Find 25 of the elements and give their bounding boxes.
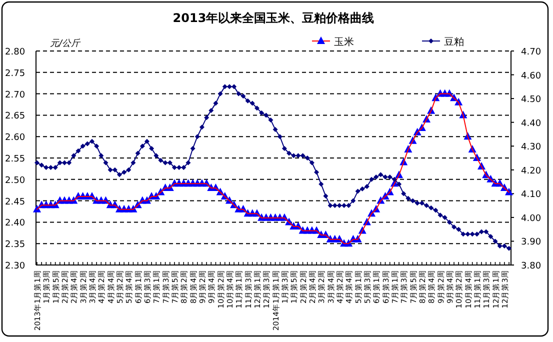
y-tick-label: 2.35 bbox=[5, 240, 26, 250]
y2-tick-label: 4.20 bbox=[521, 166, 542, 176]
legend-label: 玉米 bbox=[334, 36, 354, 48]
y-tick-label: 2.70 bbox=[5, 90, 26, 100]
y-tick-label: 2.30 bbox=[5, 262, 26, 272]
y2-tick-label: 4.10 bbox=[521, 190, 542, 200]
y-axis-title: 元/公斤 bbox=[50, 38, 82, 49]
y2-tick-label: 4.40 bbox=[521, 118, 542, 129]
y2-tick-label: 3.80 bbox=[521, 262, 542, 272]
y-tick-label: 2.60 bbox=[5, 133, 26, 144]
y-tick-label: 2.55 bbox=[5, 154, 26, 164]
y2-tick-label: 4.70 bbox=[521, 48, 542, 58]
y-tick-label: 2.45 bbox=[5, 197, 26, 208]
chart-title: 2013年以来全国玉米、豆粕价格曲线 bbox=[172, 11, 374, 25]
y2-tick-label: 4.00 bbox=[521, 214, 542, 224]
y-tick-label: 2.75 bbox=[5, 68, 26, 79]
y-tick-label: 2.40 bbox=[5, 218, 26, 229]
y-tick-label: 2.65 bbox=[5, 112, 26, 122]
y2-tick-label: 4.60 bbox=[521, 71, 542, 82]
y2-tick-label: 3.90 bbox=[521, 238, 542, 248]
y2-tick-label: 4.50 bbox=[521, 95, 542, 106]
y2-tick-label: 4.30 bbox=[521, 142, 542, 153]
y-tick-label: 2.80 bbox=[5, 48, 26, 58]
legend-label: 豆粕 bbox=[444, 37, 464, 48]
y-tick-label: 2.50 bbox=[5, 176, 26, 186]
